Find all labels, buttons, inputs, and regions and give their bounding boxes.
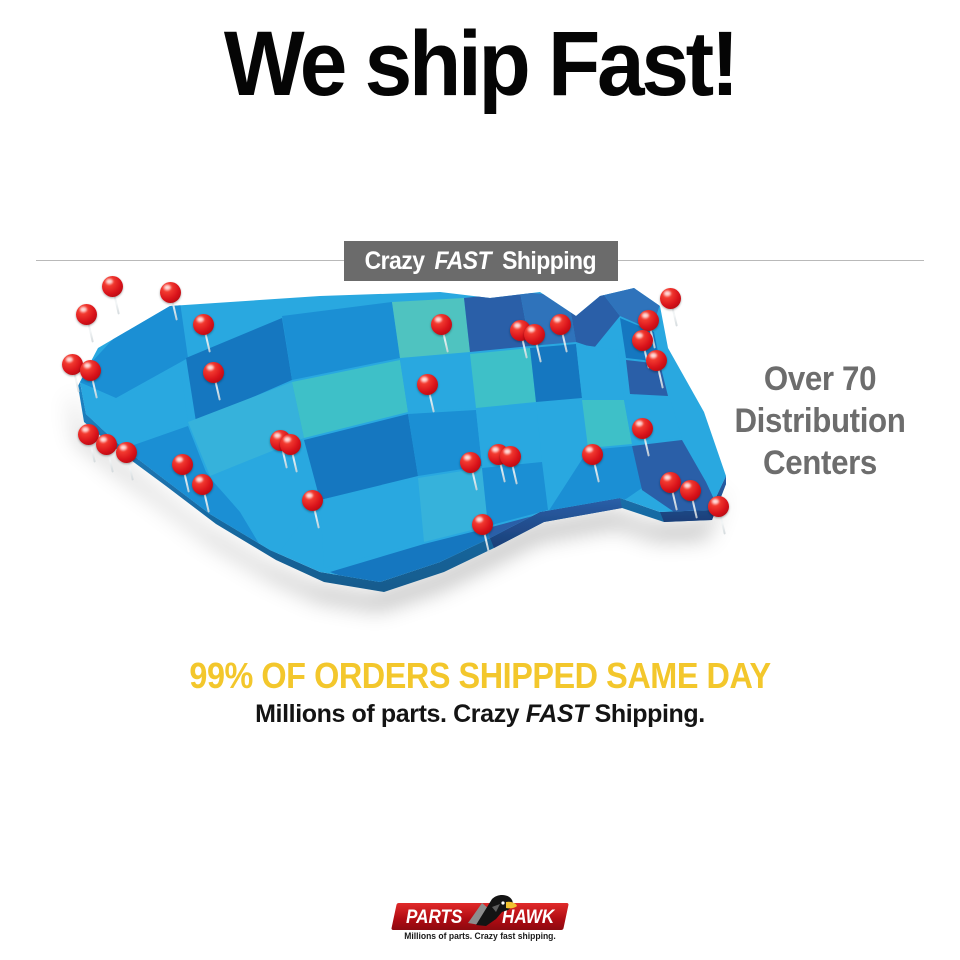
state-wy bbox=[292, 360, 408, 438]
state-mn bbox=[464, 292, 530, 352]
hawk-head-icon bbox=[468, 894, 517, 926]
state-nd bbox=[392, 298, 470, 358]
state-mo bbox=[476, 404, 542, 466]
state-ky-tn bbox=[582, 400, 632, 448]
subline-prefix: Millions of parts. Crazy bbox=[255, 700, 520, 728]
state-in-oh bbox=[576, 344, 624, 398]
logo-word-hawk: HAWK bbox=[502, 907, 555, 928]
state-ut-co bbox=[304, 414, 418, 500]
banner-suffix: Shipping bbox=[501, 246, 597, 275]
caption-line-2: Distribution bbox=[734, 402, 906, 440]
banner-prefix: Crazy bbox=[364, 246, 425, 275]
state-mt bbox=[282, 302, 400, 380]
state-wa bbox=[80, 302, 188, 398]
state-nv bbox=[188, 382, 304, 476]
page-title: We ship Fast! bbox=[223, 13, 740, 115]
distribution-centers-caption: Over 70 Distribution Centers bbox=[710, 358, 931, 484]
logo-word-parts: PARTS bbox=[406, 907, 463, 928]
state-id bbox=[186, 318, 292, 422]
subline-suffix: Shipping. bbox=[594, 700, 706, 728]
crazy-fast-shipping-banner: Crazy FAST Shipping bbox=[344, 241, 618, 281]
state-sd bbox=[400, 354, 476, 412]
banner-emphasis: FAST bbox=[434, 246, 492, 275]
parts-hawk-logo[interactable]: PARTS HAWK Millions of parts. Crazy fast… bbox=[390, 893, 570, 949]
map-graphic bbox=[78, 288, 726, 592]
map-states bbox=[80, 288, 726, 582]
caption-line-3: Centers bbox=[763, 444, 877, 482]
subline-emphasis: FAST bbox=[525, 700, 589, 728]
state-nm bbox=[320, 478, 424, 568]
state-ia bbox=[470, 348, 536, 408]
state-ne bbox=[408, 410, 482, 476]
state-il bbox=[530, 344, 582, 402]
same-day-promo-text: 99% OF ORDERS SHIPPED SAME DAY bbox=[189, 655, 771, 696]
logo-tagline: Millions of parts. Crazy fast shipping. bbox=[404, 931, 556, 941]
us-distribution-map bbox=[20, 262, 740, 662]
subline-text: Millions of parts. Crazy FAST Shipping. bbox=[0, 700, 960, 729]
caption-line-1: Over 70 bbox=[763, 360, 877, 398]
